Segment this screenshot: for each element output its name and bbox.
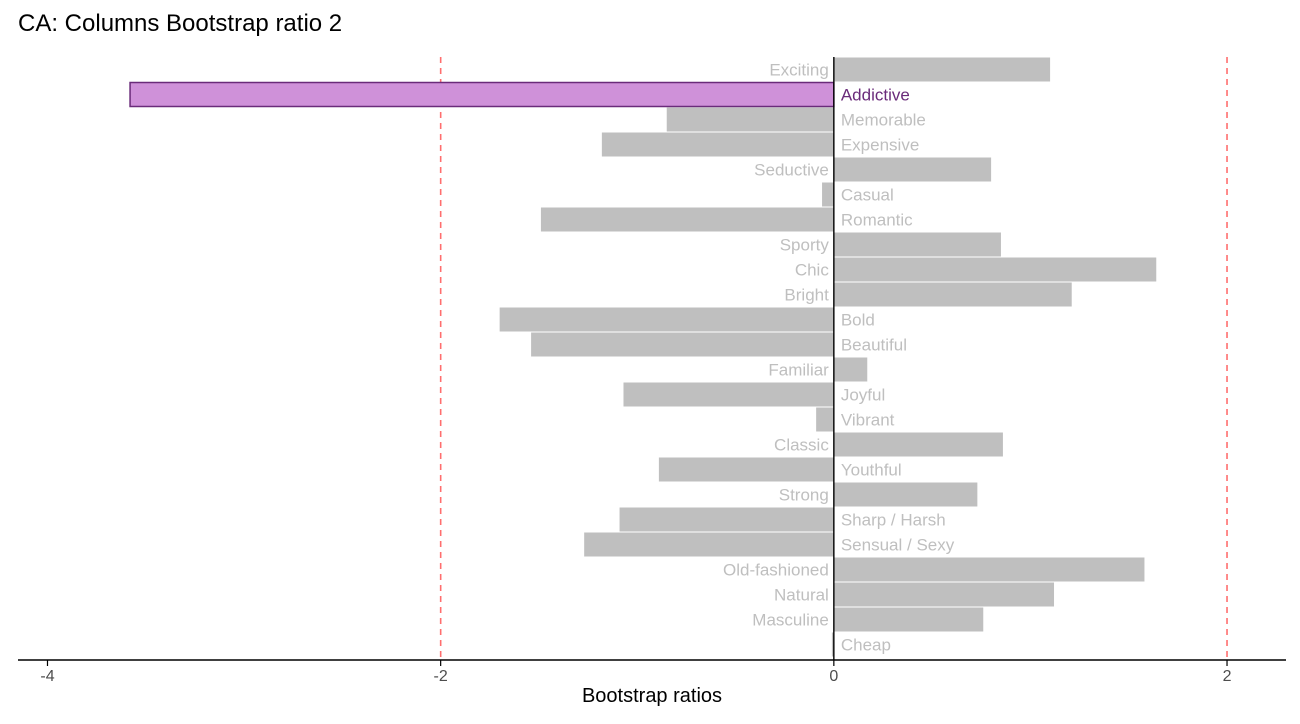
bar-expensive (601, 132, 834, 157)
bar-masculine (833, 607, 984, 632)
bar-addictive (129, 81, 835, 108)
bar-casual (822, 182, 834, 207)
bar-seductive (833, 157, 992, 182)
x-axis-label: Bootstrap ratios (582, 685, 722, 707)
bars (129, 57, 1157, 657)
label-old-fashioned: Old-fashioned (723, 561, 829, 580)
label-joyful: Joyful (841, 386, 885, 405)
label-bright: Bright (784, 286, 829, 305)
chart-title: CA: Columns Bootstrap ratio 2 (18, 10, 343, 37)
label-masculine: Masculine (752, 611, 829, 630)
bar-bold (499, 307, 834, 332)
bar-sporty (833, 232, 1001, 257)
label-youthful: Youthful (841, 461, 902, 480)
bar-sensual-sexy (584, 532, 834, 557)
bar-classic (833, 432, 1003, 457)
x-tick-label: 2 (1223, 668, 1232, 685)
bar-cheap (831, 632, 834, 657)
x-tick-label: -4 (40, 668, 54, 685)
bar-vibrant (816, 407, 834, 432)
label-sporty: Sporty (780, 236, 830, 255)
bar-familiar (833, 357, 868, 382)
label-natural: Natural (774, 586, 829, 605)
threshold-lines (439, 57, 1228, 660)
label-casual: Casual (841, 186, 894, 205)
bar-exciting (833, 57, 1051, 82)
label-expensive: Expensive (841, 136, 919, 155)
bar-joyful (623, 382, 834, 407)
label-vibrant: Vibrant (841, 411, 895, 430)
bar-old-fashioned (833, 557, 1145, 582)
label-sharp-harsh: Sharp / Harsh (841, 511, 946, 530)
bar-strong (833, 482, 978, 507)
x-tick-label: -2 (434, 668, 448, 685)
label-sensual-sexy: Sensual / Sexy (841, 536, 955, 555)
label-seductive: Seductive (754, 161, 829, 180)
x-tick-label: 0 (829, 668, 838, 685)
label-memorable: Memorable (841, 111, 926, 130)
label-beautiful: Beautiful (841, 336, 907, 355)
label-familiar: Familiar (768, 361, 829, 380)
bar-memorable (666, 107, 834, 132)
bar-bright (833, 282, 1072, 307)
label-classic: Classic (774, 436, 829, 455)
bar-chic (833, 257, 1157, 282)
category-labels: Exciting Addictive Memorable Expensive Seduc… (723, 61, 955, 655)
bar-sharp-harsh (619, 507, 834, 532)
label-bold: Bold (841, 311, 875, 330)
bar-natural (833, 582, 1055, 607)
bar-youthful (658, 457, 834, 482)
label-cheap: Cheap (841, 636, 891, 655)
x-axis-ticks: -4 -2 0 2 (40, 660, 1232, 685)
label-chic: Chic (795, 261, 830, 280)
label-addictive: Addictive (841, 86, 910, 105)
label-exciting: Exciting (769, 61, 829, 80)
bar-beautiful (531, 332, 834, 357)
bar-romantic (540, 207, 834, 232)
label-romantic: Romantic (841, 211, 913, 230)
label-strong: Strong (779, 486, 829, 505)
